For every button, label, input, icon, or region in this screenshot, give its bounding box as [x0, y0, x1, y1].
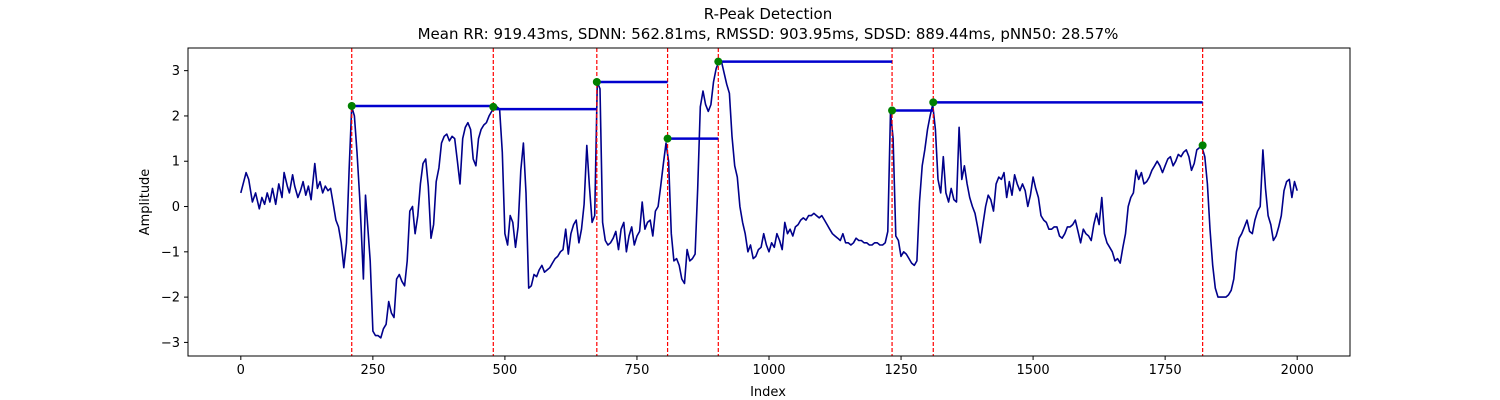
- x-tick-label-1500: 1500: [1017, 363, 1050, 378]
- chart-title: R-Peak Detection: [704, 5, 832, 23]
- x-tick-label-250: 250: [360, 363, 385, 378]
- r-peak-point-3: [592, 77, 601, 86]
- x-tick-label-1000: 1000: [752, 363, 785, 378]
- y-tick-label-2: 2: [172, 109, 180, 124]
- plot-area: 0 250 500 750 1000 1250 1500 1750 2000 −3 −2 −1 0 1 2 3: [161, 47, 1351, 378]
- r-peak-point-2: [489, 102, 498, 111]
- x-axis-label: Index: [750, 385, 786, 400]
- y-tick-label--2: −2: [161, 291, 180, 306]
- r-peak-point-7: [929, 98, 938, 107]
- y-tick-label--1: −1: [161, 245, 180, 260]
- r-peak-point-4: [663, 134, 672, 143]
- chart-subtitle: Mean RR: 919.43ms, SDNN: 562.81ms, RMSSD…: [418, 25, 1119, 43]
- x-tick-label-1250: 1250: [884, 363, 917, 378]
- y-tick-label-3: 3: [172, 64, 180, 79]
- r-peak-point-8: [1198, 141, 1207, 150]
- r-peak-point-5: [714, 57, 723, 66]
- y-tick-label-1: 1: [172, 155, 180, 170]
- r-peak-point-6: [888, 106, 897, 115]
- x-tick-label-500: 500: [492, 363, 517, 378]
- x-tick-label-0: 0: [237, 363, 245, 378]
- x-tick-label-2000: 2000: [1281, 363, 1314, 378]
- y-tick-label-0: 0: [172, 200, 180, 215]
- y-tick-label--3: −3: [161, 336, 180, 351]
- x-tick-label-1750: 1750: [1149, 363, 1182, 378]
- y-axis-label: Amplitude: [138, 169, 153, 236]
- r-peak-point-1: [347, 101, 356, 110]
- axes-frame: [187, 47, 1351, 357]
- signal-line: [240, 60, 1298, 339]
- x-tick-label-750: 750: [625, 363, 650, 378]
